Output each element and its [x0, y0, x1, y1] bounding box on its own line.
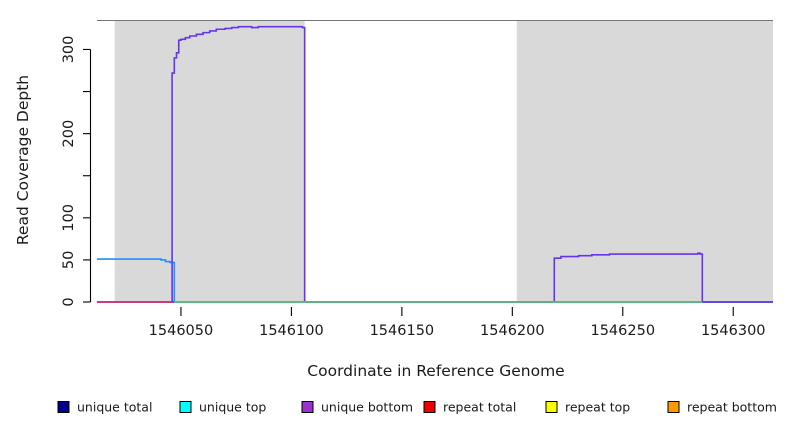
- x-tick-label-1546100: 1546100: [259, 323, 324, 339]
- legend-label-unique-top: unique top: [199, 399, 266, 414]
- legend-swatch-unique-top: [179, 401, 192, 413]
- legend-swatch-repeat-total: [423, 401, 436, 413]
- legend-label-repeat-bottom: repeat bottom: [687, 399, 777, 414]
- legend-label-unique-total: unique total: [77, 399, 152, 414]
- x-tick-label-1546250: 1546250: [590, 323, 655, 339]
- legend-swatch-unique-total: [57, 401, 70, 413]
- shaded-region-repeat-region-left: [114, 20, 305, 302]
- y-tick-label-300: 300: [61, 36, 77, 64]
- y-tick-label-200: 200: [61, 120, 77, 148]
- data-series-group: [97, 25, 773, 303]
- plot-shaded-regions: [114, 20, 773, 302]
- x-axis-title: Coordinate in Reference Genome: [307, 362, 564, 380]
- axis-titles: Read Coverage Depth Coordinate in Refere…: [14, 75, 565, 380]
- y-axis: 0 50 100 200 300: [61, 36, 92, 307]
- legend-label-repeat-top: repeat top: [565, 399, 630, 414]
- legend-swatch-repeat-bottom: [667, 401, 680, 413]
- legend-swatch-repeat-top: [545, 401, 558, 413]
- legend-swatch-unique-bottom: [301, 401, 314, 413]
- series-unique-top: [97, 258, 773, 303]
- legend-label-unique-bottom: unique bottom: [321, 399, 413, 414]
- x-axis: 1546050 1546100 1546150 1546200 1546250 15463…: [149, 307, 766, 339]
- series-unique-bottom: [97, 25, 773, 303]
- y-axis-title: Read Coverage Depth: [14, 75, 32, 245]
- chart-legend: unique total unique top unique bottom repea…: [57, 399, 777, 414]
- y-tick-label-100: 100: [61, 204, 77, 232]
- x-tick-label-1546050: 1546050: [149, 323, 214, 339]
- x-tick-label-1546300: 1546300: [701, 323, 766, 339]
- legend-label-repeat-total: repeat total: [443, 399, 516, 414]
- x-tick-label-1546200: 1546200: [480, 323, 545, 339]
- y-tick-label-50: 50: [61, 251, 77, 269]
- x-tick-label-1546150: 1546150: [370, 323, 435, 339]
- y-tick-label-0: 0: [61, 297, 77, 306]
- shaded-region-repeat-region-right: [516, 20, 773, 302]
